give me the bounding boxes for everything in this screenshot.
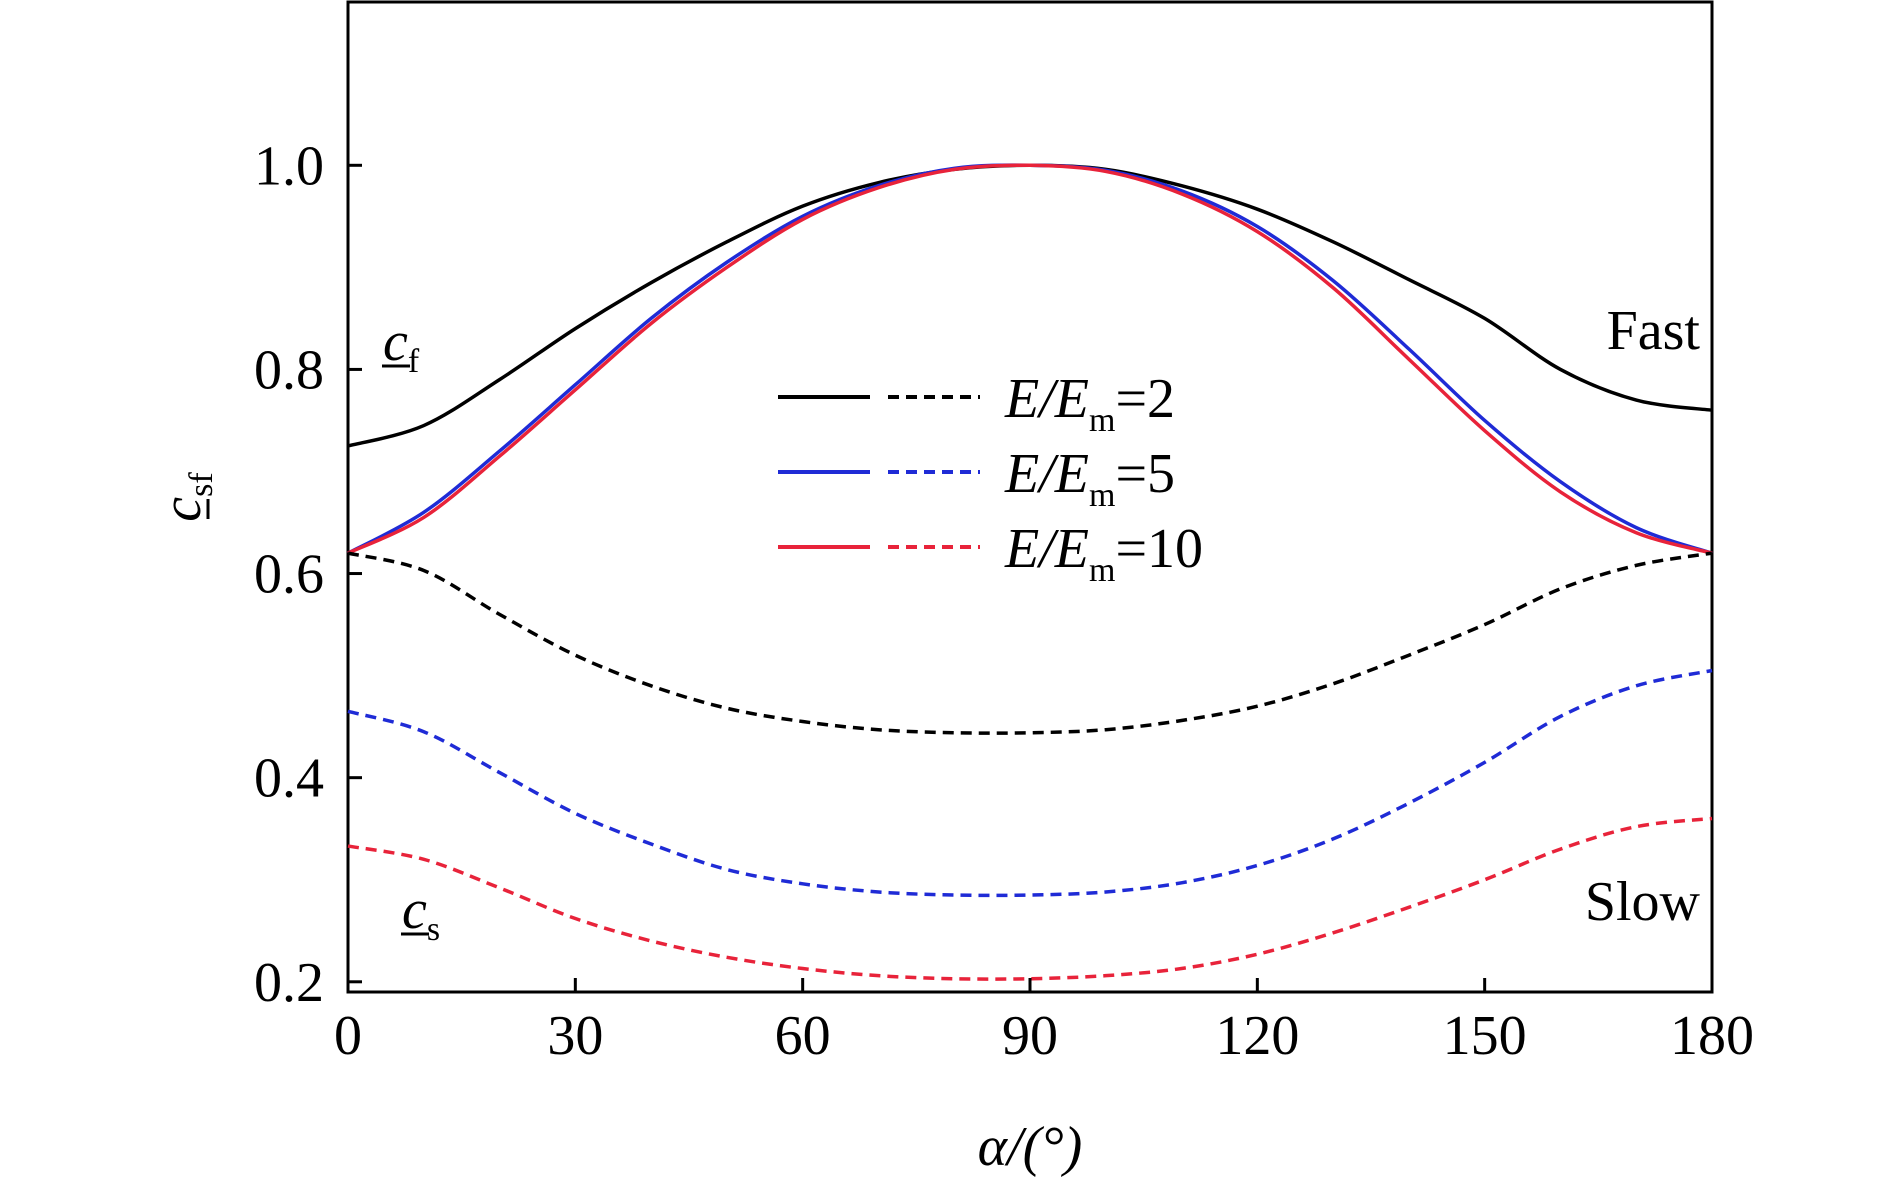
cf-label: cf	[382, 311, 420, 380]
x-tick-label-2: 60	[775, 1005, 831, 1067]
x-tick-label-5: 150	[1443, 1005, 1527, 1067]
y-tick-label-3: 0.8	[254, 339, 324, 401]
x-axis-title: α/(°)	[978, 1116, 1083, 1178]
series-line-3	[347, 551, 1713, 735]
svg-text:cs: cs	[402, 879, 440, 948]
svg-text:cf: cf	[383, 311, 420, 380]
y-tick-label-2: 0.6	[254, 544, 324, 606]
y-axis-title: csf	[151, 472, 220, 522]
y-tick-label-0: 0.2	[254, 952, 324, 1014]
legend-label-1: E/Em=5	[1004, 443, 1175, 514]
svg-text:csf: csf	[151, 472, 220, 522]
cs-label: cs	[401, 879, 440, 948]
tick-layer: 0 30 60 90 120 150 180 0.2 0.4 0.6 0.8 1.0	[254, 135, 1754, 1067]
series-line-4	[347, 668, 1713, 898]
x-tick-label-1: 30	[547, 1005, 603, 1067]
series-line-2	[347, 163, 1713, 555]
slow-label: Slow	[1585, 871, 1701, 933]
x-tick-label-4: 120	[1215, 1005, 1299, 1067]
x-tick-label-6: 180	[1670, 1005, 1754, 1067]
legend-label-0: E/Em=2	[1004, 368, 1175, 439]
series-layer	[347, 163, 1713, 981]
y-tick-label-4: 1.0	[254, 135, 324, 197]
legend: E/Em=2E/Em=5E/Em=10	[778, 368, 1203, 589]
x-tick-label-3: 90	[1002, 1005, 1058, 1067]
y-tick-label-1: 0.4	[254, 748, 324, 810]
fast-label: Fast	[1607, 300, 1701, 362]
legend-label-2: E/Em=10	[1004, 518, 1203, 589]
series-line-5	[347, 816, 1713, 981]
x-tick-label-0: 0	[334, 1005, 362, 1067]
